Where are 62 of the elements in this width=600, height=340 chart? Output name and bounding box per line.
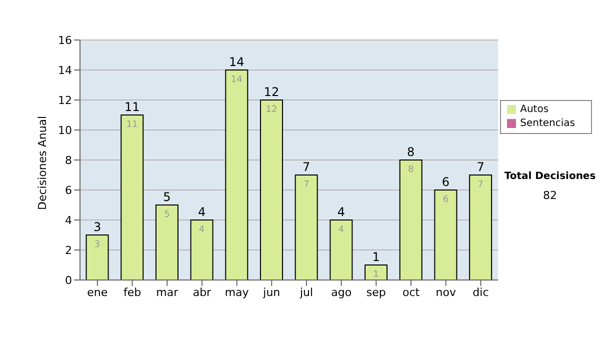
legend-label: Autos [520,104,549,115]
x-tick-label: dic [472,286,489,299]
text: 82 [542,189,558,202]
data-label: 14 [230,75,243,85]
bar [225,70,248,280]
x-tick-label: abr [192,286,212,299]
y-tick-label: 10 [58,124,72,137]
x-tick-label: ene [87,286,108,299]
data-label: 3 [94,240,100,250]
data-label: 5 [164,210,170,220]
total-label: 5 [163,190,171,204]
y-tick-label: 8 [65,154,72,167]
data-label: 6 [442,195,449,205]
total-label: 4 [198,205,206,219]
total-label: 7 [302,160,310,174]
total-label: 6 [442,175,450,189]
total-label: 4 [337,205,345,219]
x-tick-label: oct [402,286,420,299]
total-label: 14 [229,55,244,69]
x-tick-label: ago [331,286,352,299]
total-label: 12 [264,85,280,99]
legend-label: Sentencias [520,118,575,129]
y-tick-label: 4 [65,214,72,227]
y-tick-label: 12 [58,94,72,107]
y-axis-title: Decisiones Anual [36,116,49,210]
data-label: 4 [338,225,344,235]
bar [469,174,492,280]
x-tick-label: jun [262,286,280,299]
bar [364,264,388,280]
x-tick-label: may [224,286,250,299]
bar [155,204,178,280]
bar [86,234,109,280]
bar [330,220,353,280]
total-label: 11 [124,100,140,114]
total-label: 3 [93,220,102,234]
data-label: 7 [303,180,310,190]
y-tick-label: 14 [58,64,72,77]
y-tick-label: 6 [65,184,72,197]
x-tick-label: feb [123,286,142,299]
text: Total Decisiones [503,171,597,182]
bar [294,174,318,280]
bar [120,114,144,280]
data-label: 1 [373,270,379,280]
bar [190,220,214,280]
x-tick-label: sep [366,286,386,299]
data-label: 4 [198,225,205,235]
total-label: 7 [476,160,484,174]
data-label: 8 [408,165,414,175]
bar [434,190,458,280]
bar [260,100,283,280]
y-tick-label: 0 [65,274,72,287]
data-label: 11 [126,120,138,130]
x-tick-label: nov [436,286,456,299]
data-label: 7 [478,180,484,190]
data-label: 12 [266,105,278,115]
x-tick-label: jul [298,286,314,299]
y-tick-label: 16 [58,34,72,47]
total-label: 8 [407,145,415,159]
total-label: 1 [372,250,380,264]
bar [399,160,422,280]
y-tick-label: 2 [65,244,72,257]
x-tick-label: mar [156,286,179,299]
